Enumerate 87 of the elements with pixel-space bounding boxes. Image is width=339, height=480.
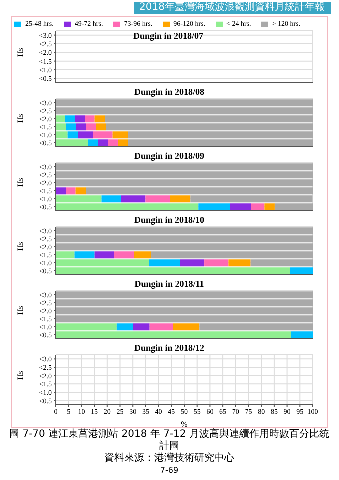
bar	[98, 140, 108, 147]
bar	[170, 196, 191, 203]
bar	[118, 140, 128, 147]
bar	[180, 260, 205, 267]
y-axis-title: Hs	[16, 242, 25, 251]
bar	[56, 180, 313, 187]
bar	[173, 324, 200, 331]
bar	[56, 196, 102, 203]
bar	[112, 132, 128, 139]
bar	[56, 268, 290, 275]
bar	[85, 116, 95, 123]
bar	[190, 196, 313, 203]
bar	[114, 252, 134, 259]
bar	[74, 252, 95, 259]
bar	[105, 116, 313, 123]
bar	[228, 260, 251, 267]
bar	[102, 196, 122, 203]
bar	[56, 108, 313, 115]
bar	[291, 332, 313, 339]
chart-title: Dungin in 2018/07	[133, 31, 204, 41]
bar	[56, 140, 88, 147]
bar	[146, 196, 170, 203]
bar	[264, 204, 275, 211]
bar	[68, 132, 78, 139]
bar	[200, 324, 313, 331]
bar	[251, 204, 265, 211]
bar	[93, 132, 113, 139]
y-axis-title: Hs	[16, 178, 25, 187]
bar	[76, 124, 86, 131]
bar	[78, 132, 94, 139]
y-axis-title: Hs	[16, 48, 25, 57]
caption: 圖 7-70 連江東莒港測站 2018 年 7-12 月波高與連續作用時數百分比統計圖	[8, 429, 330, 452]
bar	[121, 196, 146, 203]
chart-title: Dungin in 2018/10	[133, 215, 206, 225]
bar	[151, 252, 313, 259]
bar	[56, 324, 117, 331]
bar	[128, 140, 313, 147]
bar	[250, 260, 313, 267]
bar	[56, 300, 313, 307]
bar	[56, 332, 292, 339]
bar	[274, 204, 313, 211]
bar	[149, 260, 180, 267]
bar	[128, 132, 313, 139]
bar	[56, 308, 313, 315]
bar	[66, 124, 76, 131]
bar	[150, 324, 174, 331]
bar	[133, 324, 150, 331]
bar	[66, 188, 76, 195]
text: 2018年臺灣海域波浪觀測資料月統計年報	[140, 2, 325, 13]
bar	[198, 204, 231, 211]
bar	[56, 116, 65, 123]
bar	[56, 252, 75, 259]
bar	[56, 132, 68, 139]
bar	[88, 140, 98, 147]
text: 7-69	[159, 465, 180, 477]
bar	[290, 268, 313, 275]
y-axis-title: Hs	[16, 371, 25, 380]
y-axis-title: Hs	[16, 114, 25, 123]
chart-title: Dungin in 2018/08	[133, 87, 206, 97]
bar	[86, 188, 313, 195]
bar	[56, 316, 313, 323]
bar	[75, 116, 86, 123]
bar	[204, 260, 229, 267]
bar	[56, 260, 150, 267]
bar	[56, 244, 313, 251]
bar	[94, 252, 114, 259]
bar	[56, 124, 66, 131]
bar	[134, 252, 152, 259]
source-note: 資料來源：港灣技術研究中心	[104, 453, 236, 465]
chart-title: Dungin in 2018/12	[133, 343, 206, 353]
bar	[94, 116, 106, 123]
bar	[108, 140, 118, 147]
bar	[56, 204, 199, 211]
bar	[56, 172, 313, 179]
x-axis-title: %	[181, 420, 188, 429]
bar	[64, 116, 76, 123]
bar	[56, 236, 313, 243]
bar	[230, 204, 252, 211]
bar	[56, 188, 66, 195]
chart-title: Dungin in 2018/11	[134, 279, 206, 289]
bar	[116, 324, 134, 331]
y-axis-title: Hs	[16, 306, 25, 315]
bar	[86, 124, 96, 131]
bar	[106, 124, 313, 131]
bar	[96, 124, 106, 131]
chart-title: Dungin in 2018/09	[133, 151, 206, 161]
bar	[76, 188, 86, 195]
